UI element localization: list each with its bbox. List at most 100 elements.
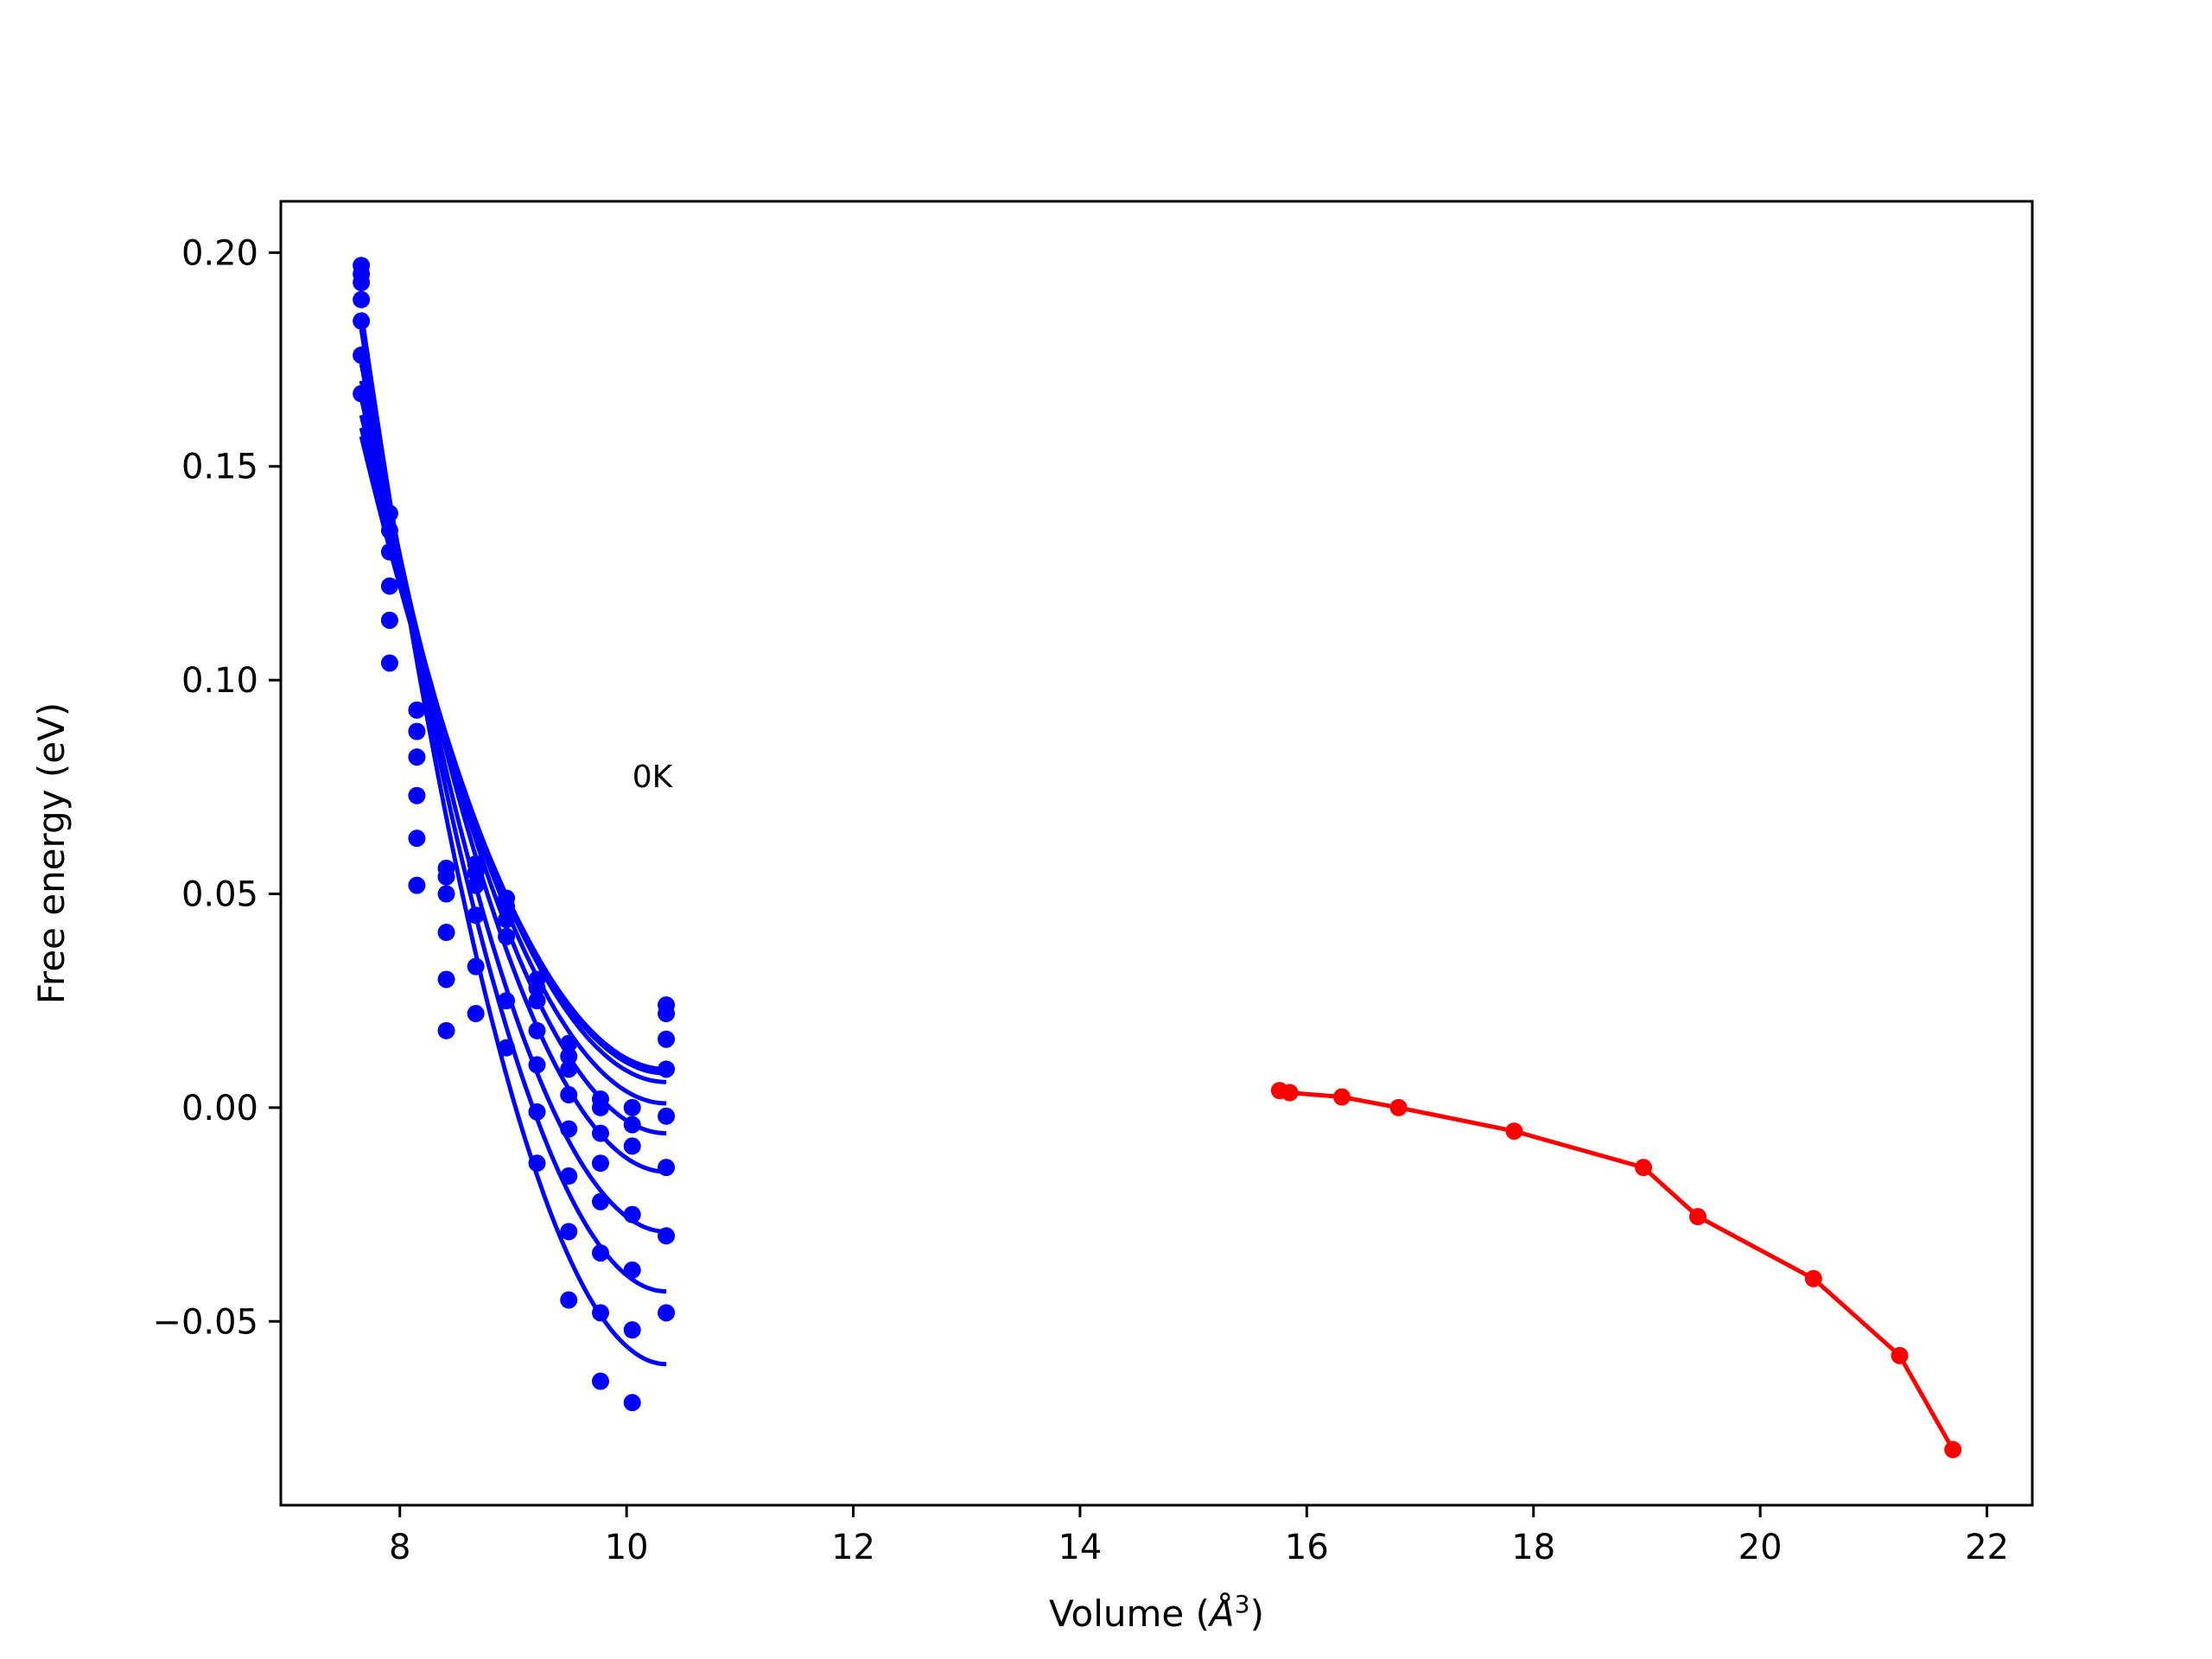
blue-data-point — [528, 979, 546, 997]
blue-data-point — [658, 1030, 676, 1048]
blue-data-point — [467, 906, 485, 925]
blue-data-point — [560, 1120, 578, 1138]
red-data-point — [1389, 1098, 1408, 1116]
blue-data-point — [591, 1244, 609, 1262]
blue-data-point — [560, 1047, 578, 1065]
annotation-label: 0K — [632, 760, 674, 795]
blue-data-point — [623, 1116, 641, 1134]
x-axis-label-end: ) — [1250, 1592, 1264, 1635]
axes-frame — [279, 200, 2034, 1507]
red-series-line — [1279, 1088, 1955, 1451]
blue-data-point — [528, 1056, 546, 1074]
blue-data-point — [467, 957, 485, 976]
blue-data-point — [591, 1098, 609, 1116]
blue-data-point — [437, 1021, 455, 1039]
blue-data-point — [380, 611, 398, 629]
red-data-point — [1688, 1208, 1707, 1226]
blue-data-point — [658, 1107, 676, 1125]
blue-data-point — [560, 1223, 578, 1241]
blue-data-point — [560, 1034, 578, 1052]
red-data-point — [1281, 1084, 1299, 1102]
blue-data-point — [591, 1304, 609, 1322]
blue-data-point — [498, 1039, 516, 1057]
x-tick-label: 16 — [1285, 1528, 1329, 1567]
plot-area — [353, 257, 1962, 1459]
blue-data-point — [408, 786, 426, 804]
blue-data-point — [658, 1060, 676, 1078]
blue-data-point — [623, 1394, 641, 1412]
blue-data-point — [591, 1154, 609, 1173]
x-tick-label: 8 — [389, 1528, 410, 1567]
blue-data-point — [591, 1372, 609, 1390]
blue-data-point — [353, 274, 371, 292]
y-tick-label: 0.15 — [181, 448, 258, 487]
x-axis-label-exponent: 3 — [1235, 1590, 1250, 1618]
blue-data-point — [380, 543, 398, 561]
red-data-point — [1891, 1346, 1909, 1364]
y-axis: −0.05 0.00 0.05 0.10 0.15 0.20 — [152, 233, 281, 1342]
blue-data-point — [408, 830, 426, 848]
blue-data-point — [658, 1227, 676, 1245]
y-tick-label: 0.00 — [181, 1089, 258, 1128]
y-tick-label: −0.05 — [152, 1302, 258, 1342]
x-tick-label: 14 — [1058, 1528, 1102, 1567]
blue-data-point — [658, 1159, 676, 1177]
blue-data-point — [408, 701, 426, 719]
y-tick-label: 0.05 — [181, 875, 258, 915]
blue-data-point — [353, 290, 371, 308]
blue-data-point — [380, 505, 398, 523]
blue-data-point — [591, 1124, 609, 1142]
blue-data-point — [623, 1261, 641, 1279]
blue-data-point — [498, 911, 516, 929]
blue-data-point — [560, 1167, 578, 1185]
blue-data-point — [437, 885, 455, 903]
x-tick-label: 10 — [605, 1528, 649, 1567]
blue-data-point — [408, 876, 426, 894]
red-data-point — [1505, 1122, 1523, 1141]
blue-fit-curve-8 — [359, 312, 667, 1367]
blue-data-point — [591, 1192, 609, 1211]
blue-data-point — [353, 385, 371, 403]
red-data-point — [1804, 1269, 1822, 1287]
blue-data-point — [658, 1304, 676, 1322]
blue-data-point — [528, 1103, 546, 1121]
blue-data-point — [528, 1154, 546, 1173]
x-axis-label-text: Volume ( — [1049, 1592, 1210, 1635]
blue-data-point — [353, 346, 371, 365]
x-axis: 8 10 12 14 16 18 20 22 — [389, 1505, 2009, 1567]
blue-data-point — [498, 898, 516, 916]
blue-data-point — [380, 577, 398, 595]
red-data-point — [1944, 1440, 1962, 1459]
blue-data-point — [623, 1098, 641, 1116]
blue-data-point — [467, 1005, 485, 1023]
blue-data-point — [498, 927, 516, 945]
blue-data-point — [467, 863, 485, 881]
blue-data-point — [437, 924, 455, 942]
blue-data-point — [623, 1137, 641, 1155]
x-tick-label: 20 — [1738, 1528, 1783, 1567]
blue-data-point — [408, 722, 426, 741]
blue-data-point — [560, 1060, 578, 1078]
x-tick-label: 12 — [831, 1528, 875, 1567]
blue-data-point — [623, 1205, 641, 1224]
blue-data-point — [623, 1321, 641, 1339]
blue-data-point — [528, 992, 546, 1010]
blue-data-point — [380, 521, 398, 539]
blue-data-point — [528, 1021, 546, 1039]
red-data-point — [1634, 1159, 1652, 1177]
y-axis-label: Free energy (eV) — [30, 702, 73, 1005]
blue-data-point — [437, 868, 455, 886]
x-axis-label-symbol: Å — [1207, 1592, 1235, 1635]
red-data-point — [1333, 1088, 1351, 1106]
blue-data-point — [560, 1291, 578, 1309]
blue-data-point — [467, 876, 485, 894]
x-tick-label: 22 — [1965, 1528, 2009, 1567]
y-tick-label: 0.20 — [181, 233, 258, 273]
x-axis-label: Volume (Å3) — [1049, 1590, 1264, 1635]
blue-data-point — [380, 654, 398, 672]
blue-data-point — [437, 970, 455, 988]
blue-data-point — [408, 748, 426, 766]
blue-data-point — [353, 312, 371, 330]
